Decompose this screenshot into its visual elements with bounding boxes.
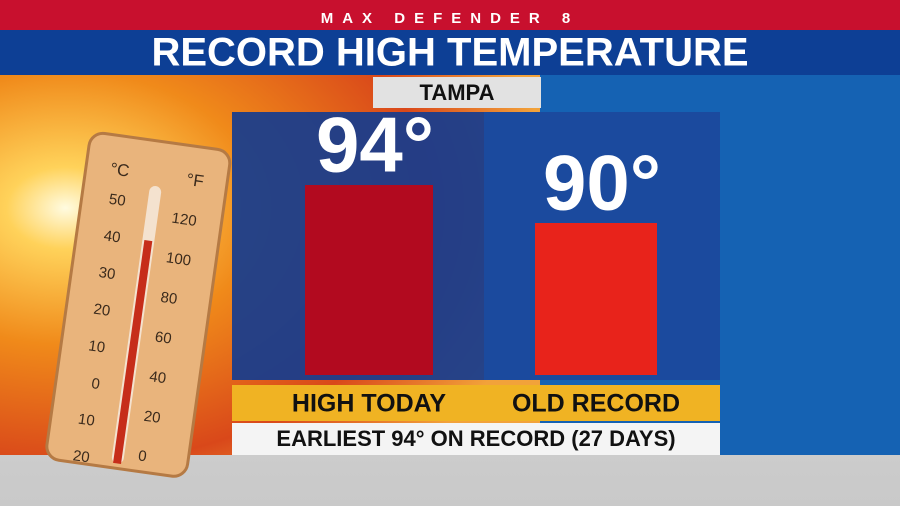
celsius-tick: 50 xyxy=(108,191,127,210)
celsius-label: °C xyxy=(109,159,131,180)
celsius-tick: 0 xyxy=(90,375,101,393)
celsius-tick: 30 xyxy=(98,264,117,283)
annotation-box xyxy=(232,423,720,455)
annotation: EARLIEST 94° ON RECORD (27 DAYS) xyxy=(276,426,675,451)
fahrenheit-tick: 20 xyxy=(143,408,162,427)
celsius-tick: 10 xyxy=(77,411,96,430)
fahrenheit-tick: 120 xyxy=(171,210,198,230)
fahrenheit-tick: 100 xyxy=(165,249,192,269)
fahrenheit-tick: 60 xyxy=(154,328,173,347)
chart-title: RECORD HIGH TEMPERATURE xyxy=(151,31,748,75)
brand: MAX DEFENDER 8 xyxy=(321,10,580,27)
fahrenheit-tick: 0 xyxy=(137,447,148,465)
bar xyxy=(535,223,657,375)
title-bar xyxy=(0,30,900,75)
celsius-tick: 20 xyxy=(92,301,111,320)
subtitle: TAMPA xyxy=(420,80,495,105)
celsius-tick: 10 xyxy=(87,337,106,356)
brand-bar xyxy=(0,0,900,30)
fahrenheit-tick: 40 xyxy=(148,368,167,387)
thermometer-mercury xyxy=(113,240,153,464)
celsius-tick: 40 xyxy=(103,227,122,246)
category-label: HIGH TODAY xyxy=(292,390,447,418)
category-strip xyxy=(232,385,720,421)
fahrenheit-label: °F xyxy=(185,170,205,191)
fahrenheit-tick: 80 xyxy=(159,289,178,308)
value-label: 94° xyxy=(316,101,434,189)
celsius-tick: 20 xyxy=(72,447,91,466)
bar xyxy=(305,185,433,375)
category-label: OLD RECORD xyxy=(512,390,680,418)
subtitle-box xyxy=(373,77,541,108)
value-label: 90° xyxy=(543,139,661,227)
